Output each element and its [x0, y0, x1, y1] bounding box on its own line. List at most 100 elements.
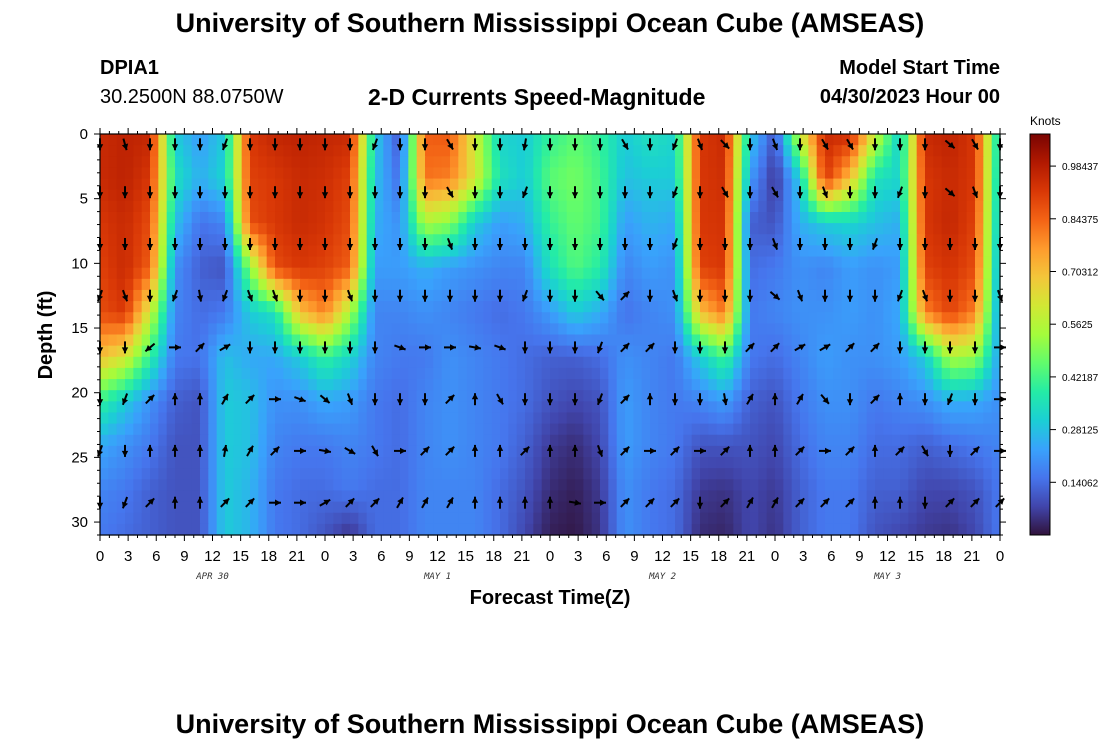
heatmap-cell — [775, 468, 784, 480]
heatmap-cell — [716, 267, 726, 280]
current-vector — [246, 341, 254, 354]
heatmap-cell — [500, 278, 509, 291]
heatmap-cell — [458, 134, 468, 146]
heatmap-cell — [466, 200, 476, 213]
current-vector — [321, 289, 329, 302]
heatmap-cell — [850, 178, 859, 191]
heatmap-cell — [466, 301, 476, 313]
current-vector — [371, 445, 379, 457]
heatmap-cell — [391, 423, 401, 436]
heatmap-cell — [325, 501, 334, 514]
heatmap-cell — [500, 479, 509, 492]
heatmap-cell — [441, 479, 451, 492]
heatmap-cell — [350, 457, 359, 469]
heatmap-cell — [100, 301, 109, 313]
heatmap-cell — [958, 490, 968, 503]
heatmap-cell — [708, 468, 718, 480]
heatmap-cell — [541, 211, 551, 224]
heatmap-cell — [991, 367, 1001, 380]
heatmap-cell — [600, 457, 609, 469]
heatmap-cell — [850, 512, 859, 525]
heatmap-cell — [341, 345, 351, 358]
heatmap-cell — [683, 256, 693, 269]
heatmap-cell — [441, 334, 451, 347]
heatmap-cell — [325, 479, 334, 492]
heatmap-cell — [291, 345, 301, 358]
heatmap-cell — [475, 401, 484, 414]
heatmap-cell — [883, 367, 893, 380]
heatmap-cell — [691, 323, 701, 336]
heatmap-cell — [541, 468, 551, 480]
heatmap-cell — [183, 178, 193, 191]
heatmap-cell — [600, 490, 609, 503]
heatmap-cell — [116, 457, 126, 469]
heatmap-cell — [866, 134, 876, 146]
heatmap-cell — [733, 445, 743, 458]
heatmap-cell — [491, 523, 501, 536]
heatmap-cell — [841, 301, 851, 313]
heatmap-cell — [500, 401, 509, 414]
heatmap-cell — [200, 189, 209, 202]
heatmap-cell — [183, 401, 193, 414]
heatmap-cell — [791, 211, 801, 224]
heatmap-cell — [666, 312, 676, 324]
current-vector — [646, 138, 654, 151]
heatmap-cell — [700, 267, 709, 280]
heatmap-cell — [158, 200, 168, 213]
heatmap-cell — [183, 256, 193, 269]
heatmap-cell — [541, 457, 551, 469]
heatmap-cell — [916, 501, 926, 514]
heatmap-cell — [916, 189, 926, 202]
heatmap-cell — [475, 468, 484, 480]
heatmap-cell — [425, 434, 434, 447]
heatmap-cell — [800, 167, 809, 180]
heatmap-cell — [900, 379, 909, 391]
current-vector — [321, 138, 329, 151]
heatmap-cell — [458, 156, 468, 169]
current-vector — [921, 138, 929, 151]
heatmap-cell — [950, 223, 959, 235]
heatmap-cell — [875, 301, 884, 313]
heatmap-cell — [400, 134, 409, 146]
heatmap-cell — [658, 278, 668, 291]
heatmap-cell — [183, 323, 193, 336]
heatmap-cell — [166, 223, 176, 235]
heatmap-cell — [875, 289, 884, 302]
heatmap-cell — [966, 256, 976, 269]
heatmap-cell — [691, 523, 701, 536]
heatmap-cell — [966, 512, 976, 525]
heatmap-cell — [400, 390, 409, 402]
heatmap-cell — [383, 490, 393, 503]
heatmap-cell — [633, 245, 643, 258]
heatmap-cell — [600, 479, 609, 492]
heatmap-cell — [525, 256, 534, 269]
heatmap-cell — [716, 145, 726, 157]
heatmap-cell — [841, 312, 851, 324]
heatmap-cell — [308, 134, 318, 146]
heatmap-cell — [208, 167, 218, 180]
heatmap-cell — [666, 401, 676, 414]
heatmap-cell — [325, 334, 334, 347]
heatmap-cell — [391, 234, 401, 246]
heatmap-cell — [316, 245, 326, 258]
heatmap-cell — [125, 134, 134, 146]
heatmap-cell — [458, 445, 468, 458]
heatmap-cell — [550, 211, 559, 224]
heatmap-cell — [116, 423, 126, 436]
heatmap-cell — [558, 134, 568, 146]
heatmap-cell — [866, 289, 876, 302]
heatmap-cell — [916, 434, 926, 447]
heatmap-cell — [600, 323, 609, 336]
heatmap-cell — [258, 445, 268, 458]
heatmap-cell — [950, 434, 959, 447]
heatmap-cell — [550, 167, 559, 180]
heatmap-cell — [283, 390, 293, 402]
heatmap-cell — [600, 401, 609, 414]
heatmap-cell — [766, 523, 776, 536]
heatmap-cell — [691, 134, 701, 146]
heatmap-cell — [116, 134, 126, 146]
heatmap-cell — [933, 379, 943, 391]
heatmap-cell — [800, 223, 809, 235]
heatmap-cell — [991, 156, 1001, 169]
heatmap-cell — [558, 523, 568, 536]
